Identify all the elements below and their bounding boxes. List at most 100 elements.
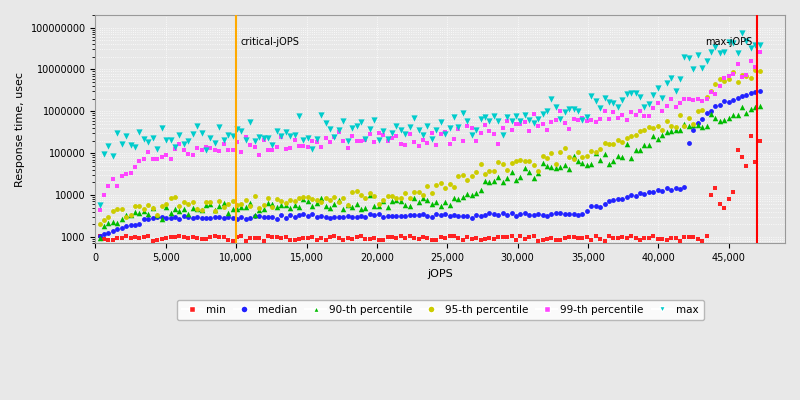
90-th percentile	[523, 169, 536, 175]
max	[461, 118, 474, 125]
90-th percentile	[372, 203, 385, 209]
99-th percentile	[452, 126, 465, 132]
min	[408, 235, 421, 242]
90-th percentile	[656, 132, 669, 138]
min	[138, 234, 150, 240]
99-th percentile	[279, 146, 292, 152]
90-th percentile	[740, 110, 753, 116]
90-th percentile	[381, 204, 394, 210]
95-th percentile	[434, 179, 447, 186]
90-th percentile	[745, 106, 758, 112]
99-th percentile	[735, 73, 748, 80]
90-th percentile	[195, 207, 208, 213]
99-th percentile	[426, 130, 438, 137]
90-th percentile	[350, 201, 363, 207]
max	[262, 135, 274, 142]
90-th percentile	[138, 208, 150, 214]
max	[248, 137, 261, 144]
95-th percentile	[346, 189, 358, 195]
99-th percentile	[293, 143, 306, 149]
95-th percentile	[195, 207, 208, 213]
max	[275, 133, 288, 139]
min	[726, 188, 739, 195]
90-th percentile	[602, 161, 615, 168]
median	[111, 226, 124, 232]
min	[314, 235, 327, 241]
median	[426, 214, 438, 220]
95-th percentile	[470, 168, 482, 175]
min	[94, 233, 106, 240]
median	[310, 214, 323, 220]
95-th percentile	[155, 203, 168, 209]
95-th percentile	[585, 148, 598, 154]
max	[669, 88, 682, 94]
min	[417, 234, 430, 240]
95-th percentile	[461, 177, 474, 184]
99-th percentile	[173, 141, 186, 148]
90-th percentile	[554, 164, 566, 170]
max	[146, 135, 159, 141]
min	[581, 234, 594, 240]
99-th percentile	[328, 134, 341, 140]
95-th percentile	[204, 199, 217, 205]
median	[501, 212, 514, 218]
99-th percentile	[297, 143, 310, 149]
99-th percentile	[381, 137, 394, 144]
95-th percentile	[213, 198, 226, 204]
min	[111, 235, 124, 241]
min	[182, 234, 194, 241]
max	[470, 127, 482, 133]
median	[262, 214, 274, 220]
90-th percentile	[146, 205, 159, 211]
min	[443, 233, 456, 240]
95-th percentile	[226, 198, 239, 204]
99-th percentile	[209, 147, 222, 153]
90-th percentile	[665, 128, 678, 134]
median	[106, 228, 119, 234]
99-th percentile	[687, 97, 700, 103]
min	[239, 238, 252, 244]
median	[160, 215, 173, 222]
max	[541, 108, 554, 114]
99-th percentile	[700, 96, 713, 102]
max	[505, 118, 518, 124]
min	[590, 233, 602, 240]
median	[244, 214, 257, 221]
90-th percentile	[178, 206, 190, 212]
90-th percentile	[270, 204, 283, 210]
95-th percentile	[611, 136, 624, 143]
90-th percentile	[461, 191, 474, 197]
min	[461, 234, 474, 240]
min	[572, 234, 585, 241]
95-th percentile	[160, 201, 173, 207]
90-th percentile	[536, 160, 549, 167]
90-th percentile	[496, 179, 509, 186]
99-th percentile	[461, 123, 474, 129]
95-th percentile	[270, 196, 283, 202]
90-th percentile	[377, 198, 390, 204]
max	[745, 45, 758, 51]
99-th percentile	[536, 121, 549, 127]
median	[204, 214, 217, 221]
median	[337, 214, 350, 220]
95-th percentile	[173, 203, 186, 210]
max	[558, 109, 571, 116]
max	[501, 114, 514, 120]
X-axis label: jOPS: jOPS	[427, 269, 453, 279]
95-th percentile	[302, 194, 314, 200]
min	[350, 234, 363, 240]
max	[323, 126, 336, 132]
max	[700, 58, 713, 64]
median	[594, 204, 606, 210]
90-th percentile	[581, 162, 594, 168]
min	[541, 236, 554, 242]
90-th percentile	[558, 161, 571, 168]
99-th percentile	[754, 48, 766, 55]
max	[651, 85, 664, 91]
90-th percentile	[218, 200, 230, 206]
min	[421, 235, 434, 242]
90-th percentile	[306, 202, 318, 209]
min	[669, 235, 682, 242]
99-th percentile	[731, 60, 744, 67]
99-th percentile	[146, 155, 159, 162]
